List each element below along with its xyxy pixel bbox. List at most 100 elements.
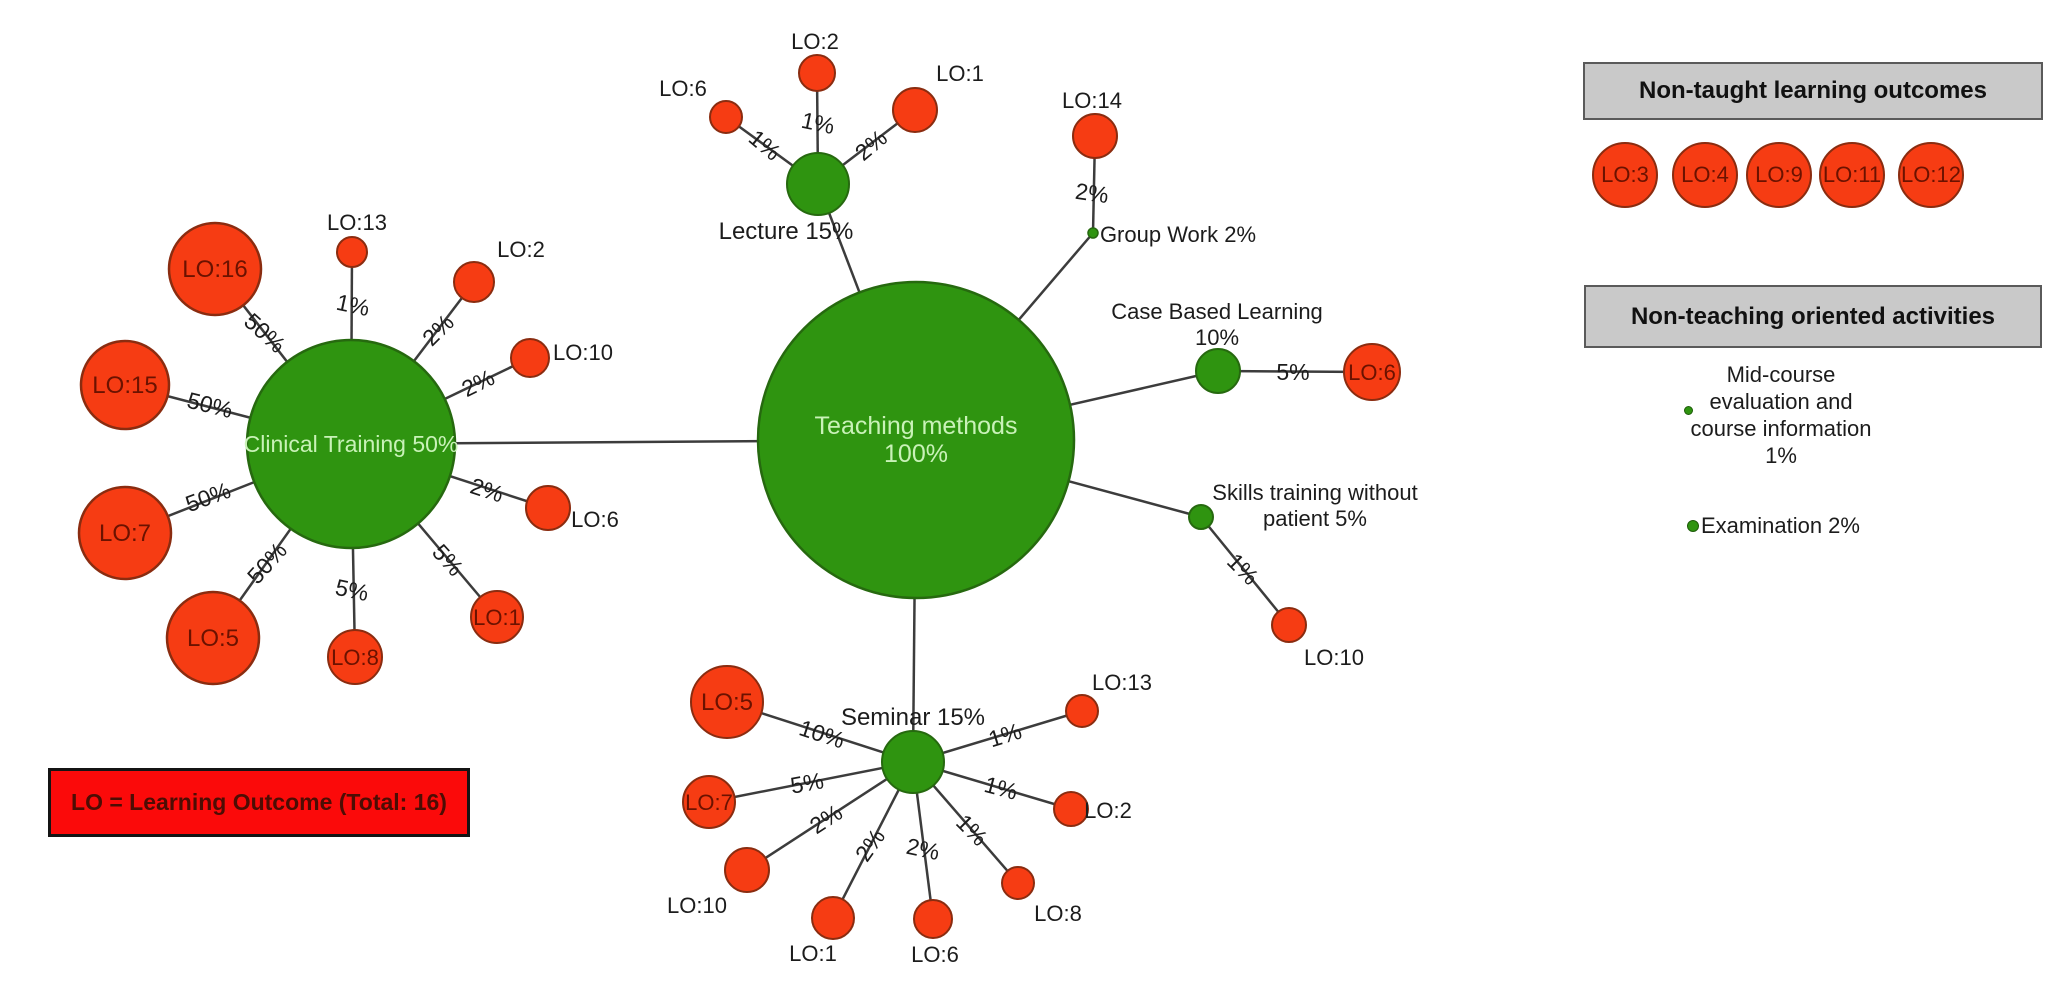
- edge-label-clinical-c5: 50%: [242, 537, 292, 589]
- edge-label-seminar-se13: 1%: [985, 718, 1024, 753]
- label-se8: LO:8: [1034, 901, 1082, 926]
- edge-label-lecture-l2: 1%: [799, 107, 837, 139]
- label-l1: LO:1: [936, 61, 984, 86]
- label-c1: LO:1: [473, 605, 521, 630]
- label-skills: Skills training without patient 5%: [1212, 480, 1417, 531]
- label-l2: LO:2: [791, 29, 839, 54]
- node-se5: [690, 665, 764, 739]
- label-c10: LO:10: [553, 340, 613, 365]
- edge-label-clinical-c8: 5%: [333, 574, 371, 606]
- node-l1: [892, 87, 938, 133]
- non-taught-lo-lo12: LO:12: [1898, 142, 1964, 208]
- node-c8: [327, 629, 383, 685]
- edge-label-seminar-se8: 1%: [951, 809, 993, 851]
- label-c7: LO:7: [99, 520, 151, 547]
- edge-label-clinical-c15: 50%: [185, 387, 236, 423]
- edge-label-clinical-c6: 2%: [467, 472, 507, 507]
- node-se10: [724, 847, 770, 893]
- panel-non-teaching-header: Non-teaching oriented activities: [1584, 285, 2042, 348]
- node-g14: [1072, 113, 1118, 159]
- label-se10: LO:10: [667, 893, 727, 918]
- label-seminar: Seminar 15%: [841, 704, 985, 731]
- label-teaching: Teaching methods 100%: [815, 412, 1018, 468]
- node-c6: [525, 485, 571, 531]
- node-se6: [913, 899, 953, 939]
- edge-seminar-se10: [746, 760, 914, 872]
- label-c13: LO:13: [327, 210, 387, 235]
- label-c5: LO:5: [187, 625, 239, 652]
- node-se2: [1053, 791, 1089, 827]
- edge-label-seminar-se6: 2%: [904, 833, 942, 865]
- node-cb6: [1343, 343, 1401, 401]
- label-l6: LO:6: [659, 76, 707, 101]
- panel-non-taught-title: Non-taught learning outcomes: [1639, 77, 1987, 104]
- edge-label-skills-s10: 1%: [1222, 548, 1264, 590]
- edge-label-clinical-c7: 50%: [182, 477, 234, 517]
- node-c16: [167, 221, 263, 317]
- node-se8: [1001, 866, 1035, 900]
- midcourse-dot-icon: [1684, 406, 1693, 415]
- node-s10: [1271, 607, 1307, 643]
- label-c15: LO:15: [92, 372, 157, 399]
- label-groupwork: Group Work 2%: [1100, 222, 1256, 247]
- label-se2: LO:2: [1084, 798, 1132, 823]
- label-lecture: Lecture 15%: [719, 218, 854, 245]
- label-c16: LO:16: [182, 256, 247, 283]
- node-se13: [1065, 694, 1099, 728]
- edge-label-lecture-l6: 1%: [744, 124, 786, 165]
- node-lecture: [786, 152, 850, 216]
- node-c1: [470, 590, 524, 644]
- panel-non-teaching-title: Non-teaching oriented activities: [1630, 302, 1996, 330]
- edge-seminar-se7: [708, 760, 914, 804]
- edge-label-seminar-se7: 5%: [788, 767, 825, 798]
- node-se1: [811, 896, 855, 940]
- node-c7: [77, 485, 173, 581]
- examination-label: Examination 2%: [1701, 513, 1860, 538]
- label-se5: LO:5: [701, 689, 753, 716]
- edge-label-cbl-cb6: 5%: [1276, 359, 1309, 385]
- examination-dot-icon: [1687, 520, 1699, 532]
- node-groupwork: [1087, 227, 1099, 239]
- label-se13: LO:13: [1092, 670, 1152, 695]
- edge-label-lecture-l1: 2%: [850, 124, 892, 165]
- edge-label-clinical-c10: 2%: [457, 364, 498, 402]
- midcourse-label: Mid-course evaluation and course informa…: [1690, 362, 1872, 468]
- node-clinical: [245, 338, 457, 550]
- legend-box: LO = Learning Outcome (Total: 16): [48, 768, 470, 837]
- node-c13: [336, 236, 368, 268]
- edge-skills-s10: [1200, 516, 1290, 626]
- label-cb6: LO:6: [1348, 360, 1396, 385]
- label-c8: LO:8: [331, 645, 379, 670]
- node-c5: [165, 590, 261, 686]
- node-skills: [1188, 504, 1214, 530]
- node-c15: [79, 339, 171, 431]
- edge-label-groupwork-g14: 2%: [1074, 178, 1111, 208]
- label-se7: LO:7: [685, 790, 733, 815]
- label-se6: LO:6: [911, 942, 959, 967]
- edge-label-clinical-c13: 1%: [334, 289, 372, 321]
- label-se1: LO:1: [789, 941, 837, 966]
- edge-label-clinical-c2: 2%: [417, 309, 459, 351]
- label-s10: LO:10: [1304, 645, 1364, 670]
- edge-label-seminar-se10: 2%: [805, 799, 847, 839]
- node-l6: [709, 100, 743, 134]
- label-c2: LO:2: [497, 237, 545, 262]
- node-c10: [510, 338, 550, 378]
- edge-label-seminar-se1: 2%: [850, 824, 890, 866]
- label-cbl: Case Based Learning 10%: [1111, 299, 1323, 350]
- label-g14: LO:14: [1062, 88, 1122, 113]
- node-cbl: [1195, 348, 1241, 394]
- edge-label-seminar-se2: 1%: [982, 771, 1021, 805]
- node-teaching: [756, 280, 1076, 600]
- non-taught-lo-lo9: LO:9: [1746, 142, 1812, 208]
- legend-label: LO = Learning Outcome (Total: 16): [71, 789, 447, 815]
- edge-label-clinical-c16: 50%: [239, 308, 291, 358]
- non-taught-lo-lo3: LO:3: [1592, 142, 1658, 208]
- node-c2: [453, 261, 495, 303]
- node-l2: [798, 54, 836, 92]
- non-taught-lo-lo11: LO:11: [1819, 142, 1885, 208]
- node-seminar: [881, 730, 945, 794]
- label-c6: LO:6: [571, 507, 619, 532]
